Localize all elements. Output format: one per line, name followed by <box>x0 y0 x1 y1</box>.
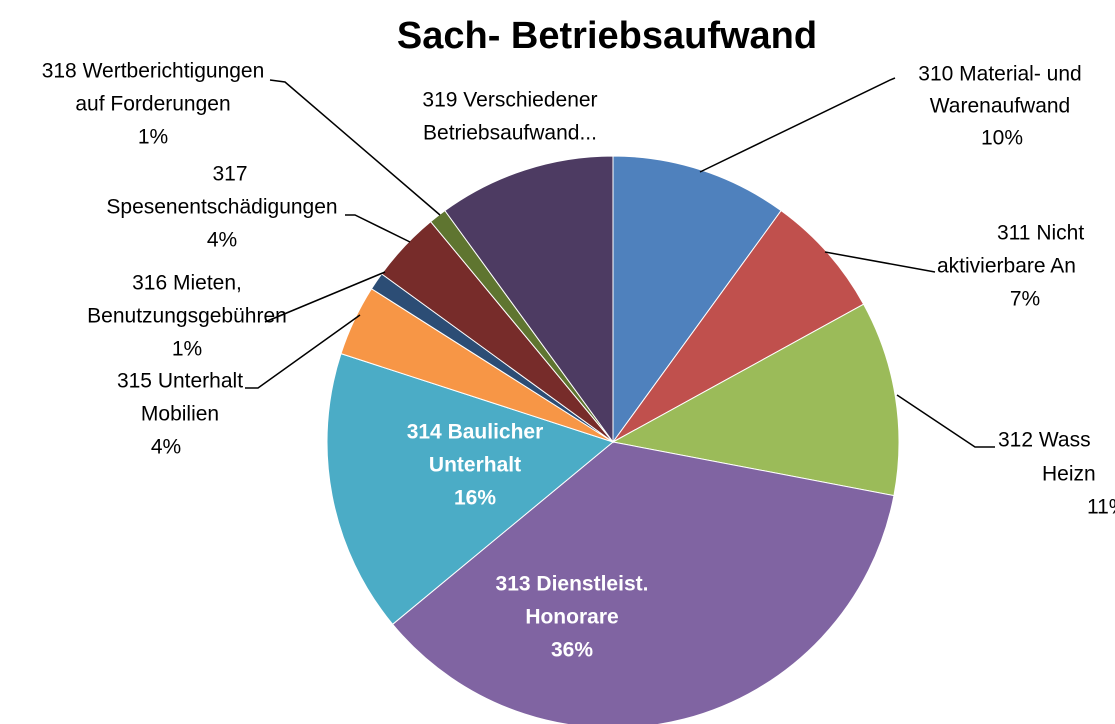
leader-line <box>269 79 441 216</box>
slice-label: Heizn <box>1042 463 1096 486</box>
slice-label: 315 Unterhalt <box>117 370 243 393</box>
slice-label: Warenaufwand <box>930 95 1070 118</box>
slice-label: 314 Baulicher <box>407 421 544 444</box>
slice-label: Mobilien <box>141 403 219 426</box>
pie-slice <box>612 155 782 444</box>
slice-value-label: 7% <box>1010 288 1040 311</box>
slice-label: Unterhalt <box>429 454 521 477</box>
pie-slice <box>391 441 895 724</box>
leader-line <box>245 314 361 389</box>
slice-value-label: 1% <box>172 338 202 361</box>
pie-slice <box>611 303 900 497</box>
leader-line <box>824 251 936 273</box>
slice-label: Betriebsaufwand... <box>423 122 597 145</box>
slice-label: 313 Dienstleist. <box>496 573 649 596</box>
slice-label: Spesenentschädigungen <box>106 196 337 219</box>
slice-label: auf Forderungen <box>75 93 230 116</box>
leader-line <box>264 271 386 323</box>
slice-label: Honorare <box>525 606 618 629</box>
slice-value-label: 16% <box>454 487 496 510</box>
chart-title: Sach- Betriebsaufwand <box>397 15 817 57</box>
slice-label: 318 Wertberichtigungen <box>42 60 265 83</box>
leader-line <box>699 77 896 173</box>
leader-line <box>345 214 411 243</box>
pie-slice <box>444 155 614 444</box>
slice-value-label: 11% <box>1087 496 1115 519</box>
pie-slice <box>326 352 615 626</box>
slice-label: 316 Mieten, <box>132 272 242 295</box>
slice-value-label: 10% <box>981 127 1023 150</box>
slice-label: 310 Material- und <box>918 63 1081 86</box>
slice-value-label: 4% <box>151 436 181 459</box>
slice-value-label: 1% <box>138 126 168 149</box>
slice-label: 311 Nicht <box>997 222 1084 245</box>
slice-label: 317 <box>212 163 247 186</box>
slice-label: 319 Verschiedener <box>422 89 597 112</box>
slice-value-label: 4% <box>207 229 237 252</box>
slice-label: aktivierbare An <box>937 255 1076 278</box>
slice-label: Benutzungsgebühren <box>87 305 287 328</box>
slice-value-label: 36% <box>551 639 593 662</box>
slice-label: 312 Wass <box>998 429 1091 452</box>
leader-line <box>896 394 995 448</box>
